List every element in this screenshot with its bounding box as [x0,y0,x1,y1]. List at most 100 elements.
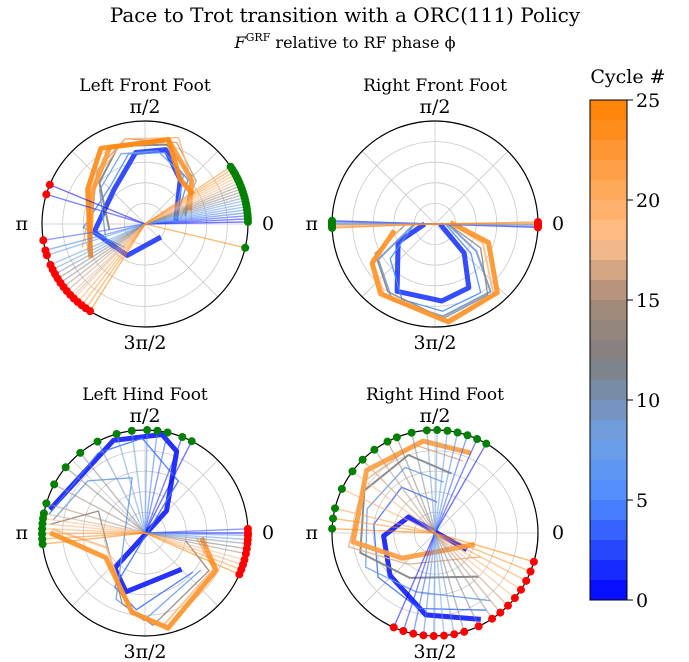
ray-line [144,167,230,225]
ray-line [396,438,436,534]
end-marker [529,557,538,566]
end-marker [39,236,48,245]
series-line [381,514,482,622]
ray-line [71,223,146,294]
ray-line [131,432,146,534]
ray-line [144,438,183,534]
end-marker [496,608,505,617]
colorbar-tick-label: 5 [636,490,648,512]
angle-label-top: π/2 [130,96,161,118]
end-marker [419,631,428,640]
ray-line [78,223,146,301]
ray-line [403,532,436,630]
ray-line [52,223,146,265]
end-marker [488,614,497,623]
colorbar-band [590,100,627,120]
colorbar-tick-label: 15 [636,290,660,312]
ray-line [45,513,146,534]
start-marker [328,223,337,232]
colorbar-band [590,280,627,300]
start-marker [330,504,339,513]
angle-label-top: π/2 [420,405,451,427]
grid-spoke [144,223,219,298]
ray-line [434,532,529,572]
ray-line [353,472,436,534]
ray-line [413,532,436,632]
ray-line [55,484,146,534]
start-marker [76,448,85,457]
ray-line [47,223,146,251]
colorbar-bands [589,99,628,601]
colorbar-band [590,560,627,580]
ray-line [48,503,146,534]
start-marker [482,439,491,448]
colorbar-band [590,500,627,520]
colorbar-band [590,520,627,540]
start-marker [392,433,401,442]
ray-line [144,532,245,550]
start-marker [93,437,102,446]
colorbar-band [590,400,627,420]
ray-line [434,532,525,581]
ray-line [363,460,436,534]
ray-line [434,436,468,534]
ray-line [375,450,436,534]
angle-label-bottom: 3π/2 [123,332,166,354]
ray-line [434,532,445,634]
ray-line [144,532,240,570]
subtitle-superscript: GRF [246,31,271,44]
subtitle-symbol: F [234,33,247,52]
start-marker [226,162,235,171]
end-marker [526,567,535,576]
end-marker [440,631,449,640]
ray-line [56,223,146,274]
series-line [394,221,472,304]
series-line [377,222,492,318]
ray-line [434,532,533,562]
ray-line [44,532,146,535]
start-marker [143,426,152,435]
ray-line [434,532,520,590]
ray-line [44,518,146,534]
ray-line [116,435,146,534]
end-marker [42,251,51,260]
ray-line [334,223,436,229]
ray-line [97,443,146,534]
ray-line [44,532,146,545]
series-line [389,223,482,312]
ray-line [144,432,158,534]
ray-line [144,223,244,249]
angle-label-left: π [16,522,29,544]
start-marker [348,467,357,476]
ray-line [144,442,192,534]
ray-line [44,528,146,534]
colorbar-band [590,440,627,460]
end-marker [399,627,408,636]
panel-title: Left Hind Foot [82,385,208,405]
colorbar-band [590,220,627,240]
ray-line [434,532,492,618]
angle-label-bottom: 3π/2 [413,641,456,662]
colorbar-band [590,260,627,280]
ray-line [422,532,436,634]
start-marker [473,434,482,443]
ray-line [144,528,246,534]
colorbar-band [590,160,627,180]
ray-line [434,445,486,534]
colorbar-tick-label: 25 [636,90,660,112]
grid-spoke [434,459,509,534]
ray-line [434,532,500,612]
colorbar-tick-label: 10 [636,390,660,412]
colorbar-band [590,320,627,340]
start-marker [337,484,346,493]
end-marker [389,623,398,632]
end-marker [42,190,51,199]
figure-subtitle: FGRF relative to RF phase ϕ [234,31,456,52]
grid-spoke [434,150,509,225]
panel-title: Right Front Foot [363,76,507,96]
ray-line [66,468,146,534]
colorbar-band [590,480,627,500]
ray-line [434,221,536,225]
start-marker [422,426,431,435]
